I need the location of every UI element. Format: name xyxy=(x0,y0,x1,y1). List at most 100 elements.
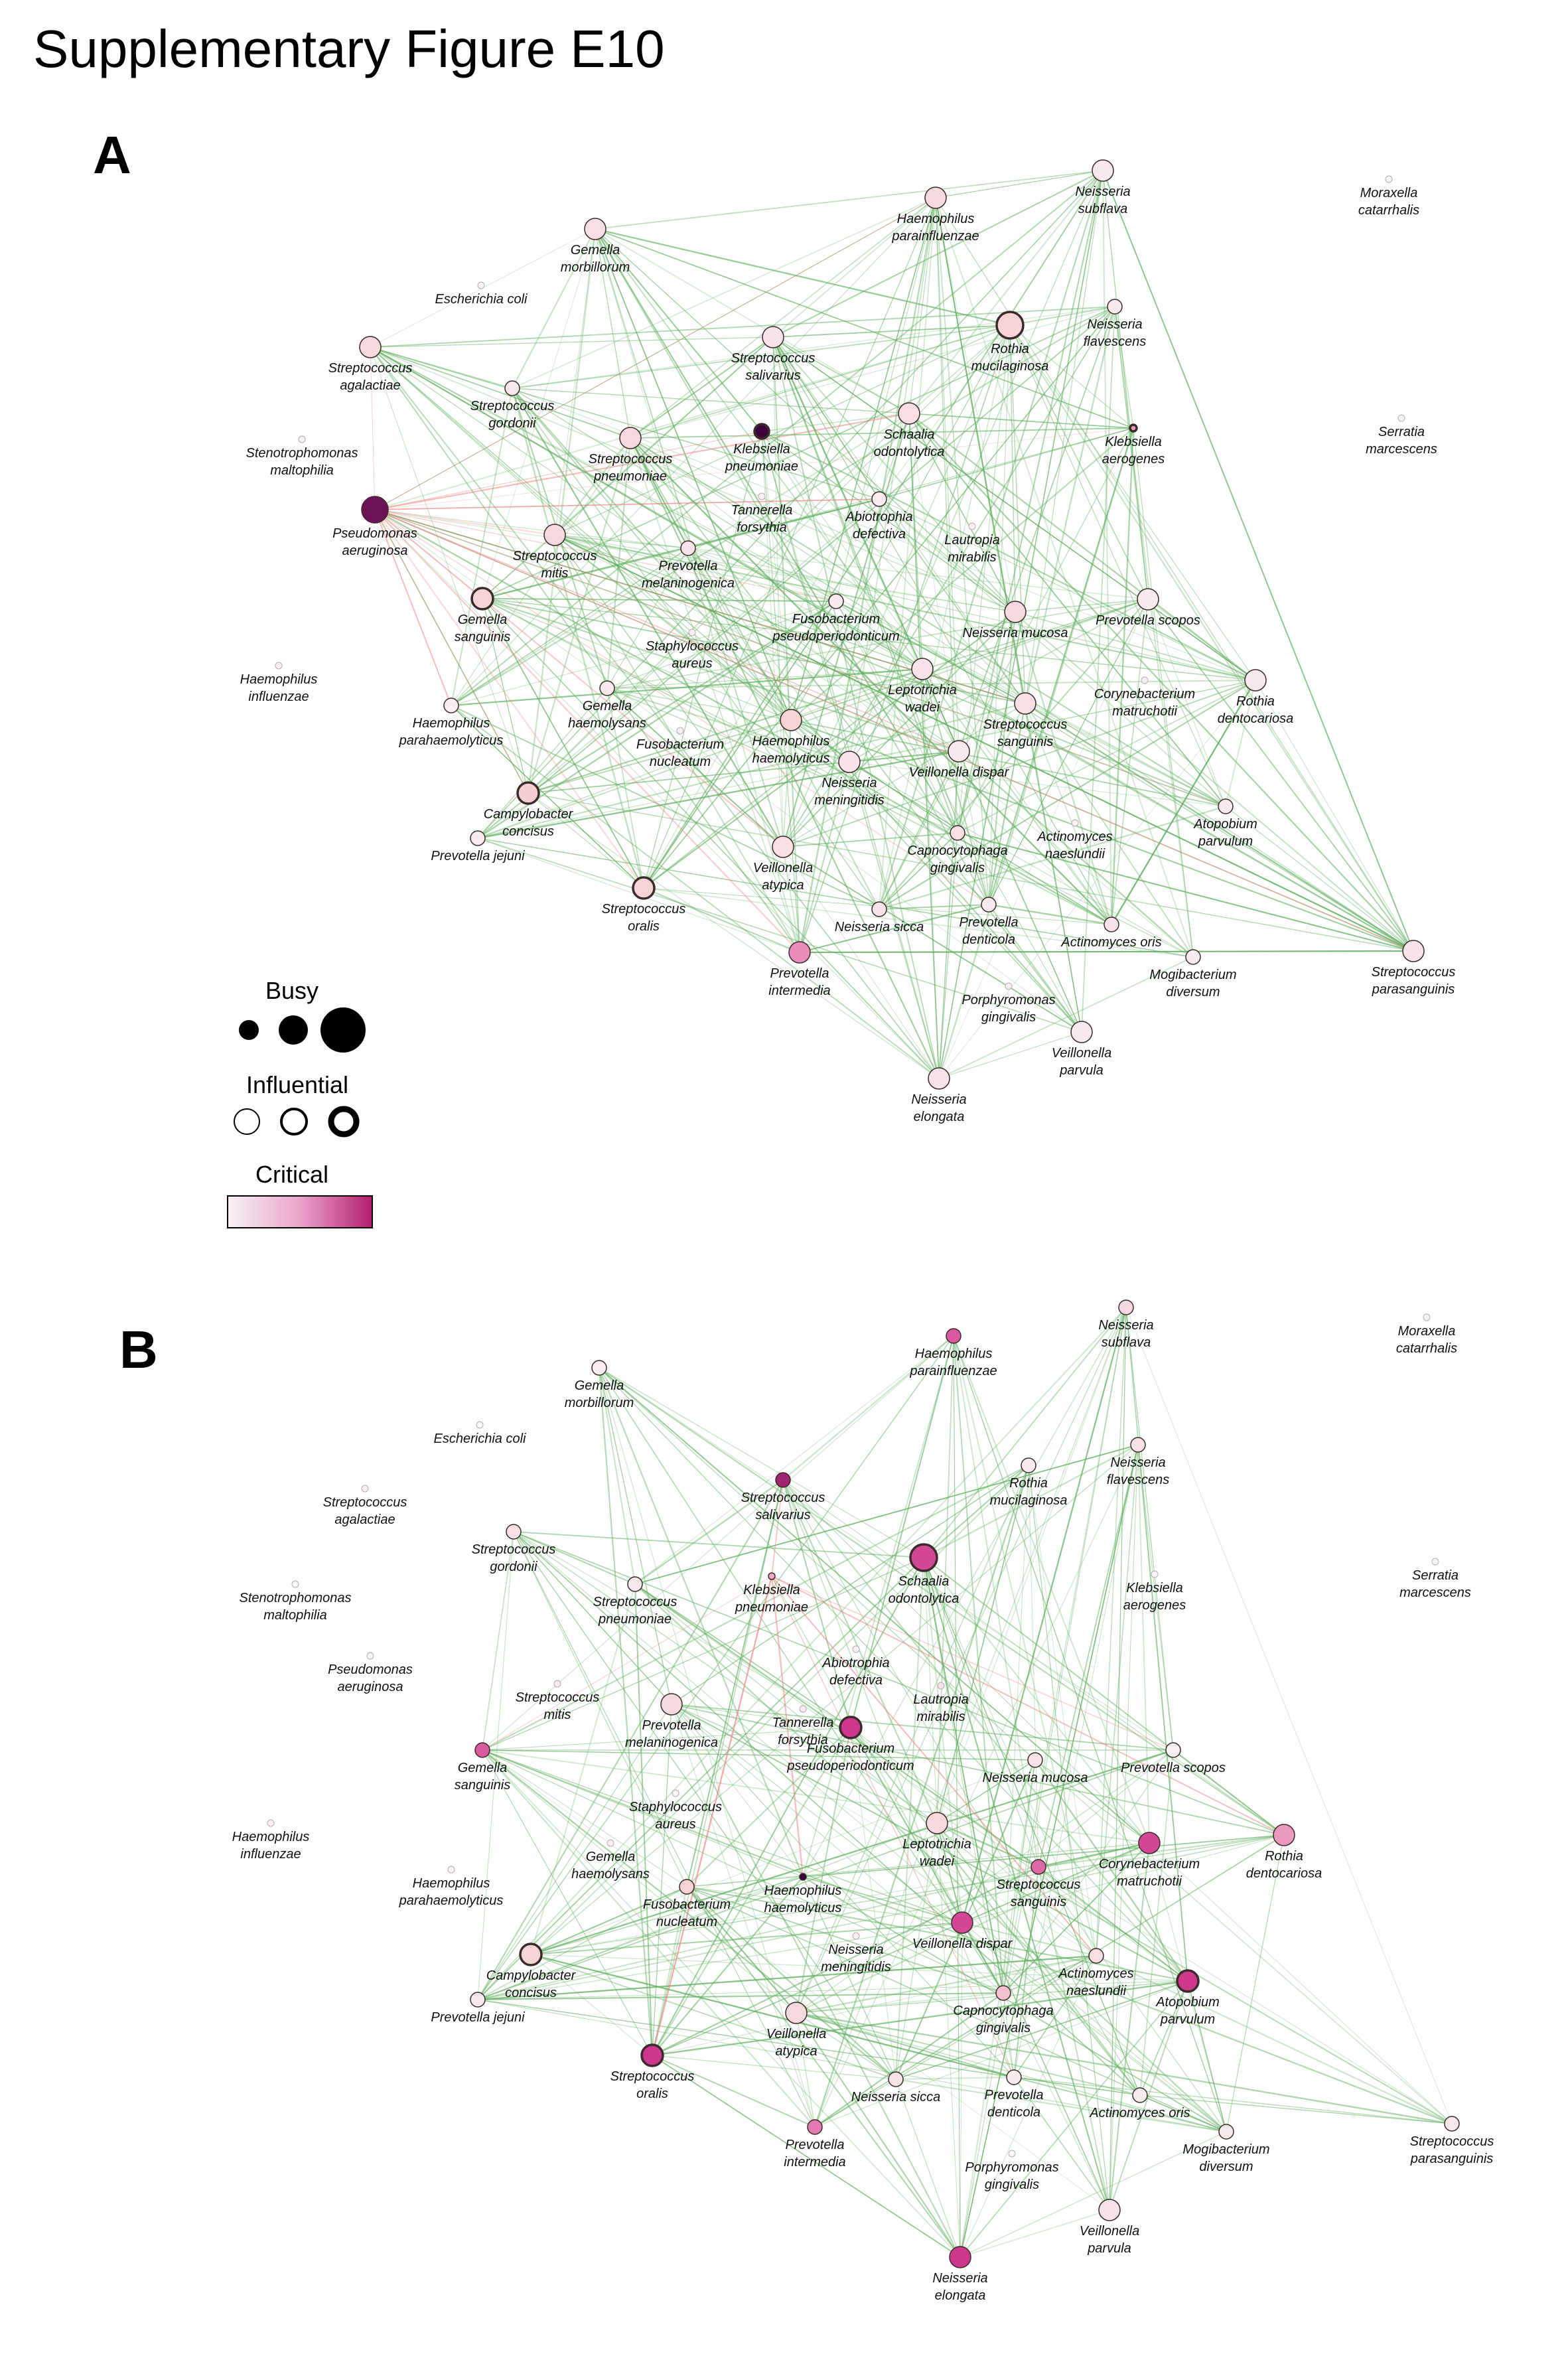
network-edge xyxy=(957,680,1256,834)
network-edge xyxy=(879,325,1011,500)
node-circle xyxy=(775,1472,791,1488)
network-edge xyxy=(595,228,762,432)
node-actinomyces-naeslundii: Actinomyces naeslundii xyxy=(1058,1948,1134,1998)
network-edge xyxy=(595,228,784,847)
node-label: Stenotrophomonas xyxy=(246,446,358,461)
node-circle xyxy=(1385,175,1393,183)
node-haemophilus-haemolyticus: Haemophilus haemolyticus xyxy=(752,709,829,766)
network-edge xyxy=(771,1576,1097,1956)
node-circle xyxy=(359,336,382,358)
network-edge xyxy=(782,846,1082,1033)
node-circle xyxy=(470,830,486,846)
network-edge xyxy=(923,1557,1004,1994)
node-gemella-sanguinis: Gemella sanguinis xyxy=(455,587,510,644)
node-label: parasanguinis xyxy=(1410,2152,1494,2166)
network-edge xyxy=(482,598,1026,704)
network-edge xyxy=(790,719,958,834)
node-circle xyxy=(660,1693,683,1716)
network-edge xyxy=(530,1749,1174,1955)
network-edge xyxy=(936,1822,1110,2211)
node-gemella-sanguinis: Gemella sanguinis xyxy=(455,1742,510,1793)
node-prevotella-denticola: Prevotella denticola xyxy=(960,897,1018,947)
node-gemella-morbillorum: Gemella morbillorum xyxy=(565,1360,634,1410)
network-edge xyxy=(528,498,880,794)
network-edge xyxy=(782,846,800,953)
network-edge xyxy=(796,2012,1015,2078)
node-label: pseudoperiodonticum xyxy=(786,1759,914,1773)
network-edge xyxy=(879,832,958,910)
node-label: Capnocytophaga xyxy=(907,844,1007,858)
network-edge xyxy=(849,170,1104,763)
network-edge xyxy=(923,1557,1150,1844)
node-label: parvula xyxy=(1059,1063,1104,1078)
network-edge xyxy=(554,534,784,847)
network-edge xyxy=(477,1999,1015,2078)
network-edge xyxy=(895,1980,1188,2080)
node-capnocytophaga-gingivalis: Capnocytophaga gingivalis xyxy=(907,825,1008,875)
network-edge xyxy=(761,431,1112,925)
network-edge xyxy=(482,1749,687,1887)
network-edge xyxy=(643,668,923,889)
network-edge xyxy=(802,1834,1285,1877)
network-edge xyxy=(782,611,1016,847)
node-label: pneumoniae xyxy=(598,1612,672,1627)
network-edge xyxy=(606,599,1149,689)
network-edge xyxy=(528,600,837,794)
node-label: Gemella xyxy=(571,243,620,258)
legend-busy-large xyxy=(321,1007,366,1053)
node-label: Pseudomonas xyxy=(328,1662,413,1677)
network-edge xyxy=(528,325,1011,794)
node-circle xyxy=(909,1543,938,1572)
node-label: Mogibacterium xyxy=(1149,968,1236,982)
network-edge xyxy=(374,509,452,706)
node-circle xyxy=(1151,1570,1159,1578)
legend-influential-high xyxy=(328,1106,360,1138)
network-edge xyxy=(554,534,1256,682)
network-edge xyxy=(687,548,801,953)
network-edge xyxy=(835,601,958,834)
node-label: Prevotella scopos xyxy=(1121,1761,1226,1775)
network-edge xyxy=(477,750,960,840)
network-edge xyxy=(796,1465,1029,2014)
network-edge xyxy=(643,611,1016,889)
network-edge xyxy=(512,388,910,414)
network-edge xyxy=(1003,1842,1150,1994)
network-edge xyxy=(374,509,1414,952)
node-label: Neisseria mucosa xyxy=(983,1771,1088,1785)
network-edge xyxy=(879,413,910,500)
network-edge xyxy=(1133,427,1194,958)
network-edge xyxy=(761,431,1016,613)
node-neisseria-elongata: Neisseria elongata xyxy=(932,2246,988,2303)
network-edge xyxy=(796,2012,816,2128)
network-edge xyxy=(782,846,1082,1033)
network-edge xyxy=(652,1557,924,2056)
network-edge xyxy=(1125,1307,1188,1982)
network-edge xyxy=(1226,1834,1285,2132)
node-stenotrophomonas-maltophilia: Stenotrophomonas maltophilia xyxy=(239,1580,352,1623)
node-label: dentocariosa xyxy=(1218,711,1294,726)
network-edge xyxy=(606,548,689,689)
node-circle xyxy=(474,1742,490,1758)
network-edge xyxy=(878,170,1104,910)
node-circle xyxy=(553,1680,561,1688)
node-label: Prevotella xyxy=(786,2138,845,2152)
network-edge xyxy=(687,548,837,602)
node-label: Prevotella jejuni xyxy=(431,849,525,863)
network-edge xyxy=(374,427,1134,510)
node-label: gingivalis xyxy=(985,2177,1039,2192)
network-edge xyxy=(513,1531,687,1887)
node-fusobacterium-nucleatum: Fusobacterium nucleatum xyxy=(643,1879,731,1929)
node-label: Lautropia xyxy=(944,533,999,548)
edge-layer-b xyxy=(477,1307,1453,2258)
network-edge xyxy=(630,325,1011,439)
network-edge xyxy=(451,705,940,1079)
node-label: Capnocytophaga xyxy=(953,2004,1053,2018)
node-label: denticola xyxy=(962,932,1015,947)
network-edge xyxy=(879,751,960,910)
network-edge xyxy=(370,346,1016,613)
node-label: Streptococcus xyxy=(741,1491,825,1505)
network-edge xyxy=(988,427,1134,905)
network-edge xyxy=(1114,306,1134,429)
node-circle xyxy=(968,522,976,530)
